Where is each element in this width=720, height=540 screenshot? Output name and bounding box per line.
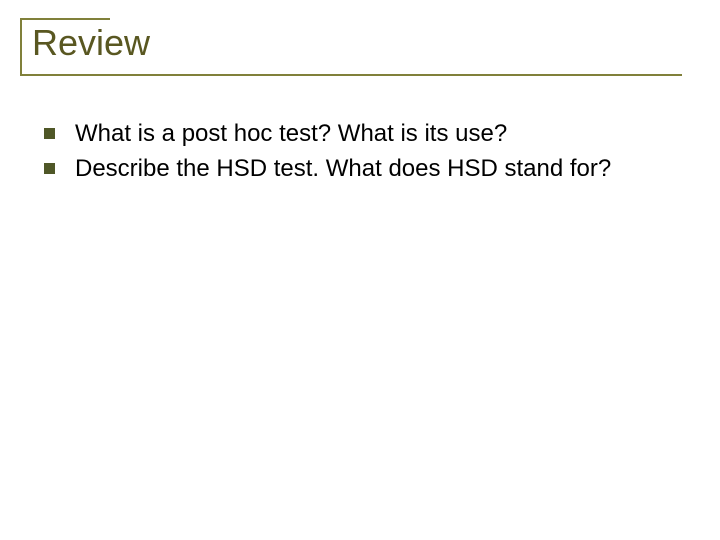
bullet-text: What is a post hoc test? What is its use… — [75, 118, 507, 149]
bullet-icon — [44, 128, 55, 139]
title-region: Review — [20, 12, 700, 78]
body-region: What is a post hoc test? What is its use… — [20, 118, 700, 184]
accent-line-bottom — [20, 74, 682, 76]
bullet-text: Describe the HSD test. What does HSD sta… — [75, 153, 611, 184]
list-item: What is a post hoc test? What is its use… — [44, 118, 660, 149]
slide: Review What is a post hoc test? What is … — [0, 0, 720, 540]
list-item: Describe the HSD test. What does HSD sta… — [44, 153, 660, 184]
accent-line-top — [20, 18, 110, 20]
accent-line-left — [20, 18, 22, 76]
bullet-icon — [44, 163, 55, 174]
slide-title: Review — [32, 22, 150, 64]
